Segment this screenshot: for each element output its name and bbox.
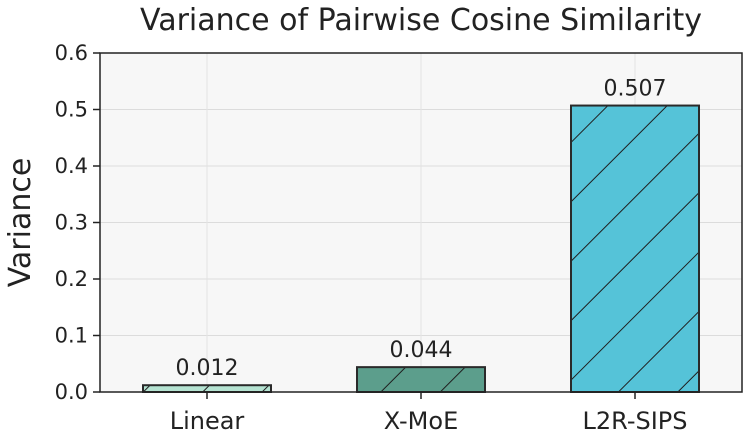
- y-tick-label: 0.1: [55, 324, 88, 348]
- bar-value-label: 0.507: [604, 77, 667, 102]
- bar-value-label: 0.012: [176, 356, 239, 381]
- bar-hatch: [570, 104, 700, 393]
- y-tick-label: 0.4: [55, 154, 88, 178]
- y-tick-label: 0.0: [55, 380, 88, 404]
- y-tick-label: 0.2: [55, 267, 88, 291]
- y-tick-label: 0.6: [55, 41, 88, 65]
- x-tick-label: L2R-SIPS: [582, 407, 687, 435]
- y-axis-label: Variance: [3, 158, 38, 288]
- x-tick-label: X-MoE: [384, 407, 458, 435]
- bar-hatch: [356, 366, 486, 394]
- bar-value-label: 0.044: [390, 338, 453, 363]
- chart-title: Variance of Pairwise Cosine Similarity: [140, 3, 702, 38]
- x-tick-label: Linear: [170, 407, 245, 435]
- y-tick-label: 0.3: [55, 211, 88, 235]
- y-tick-label: 0.5: [55, 98, 88, 122]
- bar-hatch: [142, 384, 272, 394]
